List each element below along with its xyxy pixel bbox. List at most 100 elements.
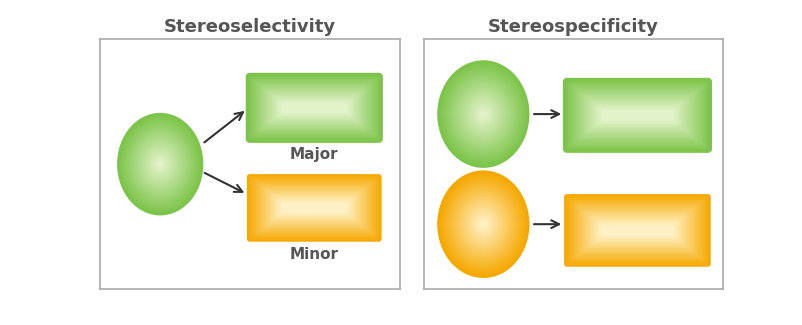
- Ellipse shape: [480, 221, 486, 228]
- Ellipse shape: [480, 111, 486, 118]
- FancyBboxPatch shape: [569, 84, 704, 147]
- Ellipse shape: [459, 196, 507, 252]
- FancyBboxPatch shape: [577, 90, 696, 140]
- Ellipse shape: [153, 156, 167, 173]
- FancyBboxPatch shape: [593, 103, 681, 127]
- FancyBboxPatch shape: [252, 179, 376, 237]
- Ellipse shape: [472, 212, 493, 237]
- Ellipse shape: [135, 134, 185, 194]
- FancyBboxPatch shape: [263, 87, 365, 128]
- Ellipse shape: [450, 75, 516, 153]
- Ellipse shape: [472, 102, 493, 126]
- FancyBboxPatch shape: [256, 182, 372, 234]
- FancyBboxPatch shape: [270, 194, 358, 222]
- Ellipse shape: [159, 162, 161, 166]
- Ellipse shape: [139, 139, 181, 189]
- Ellipse shape: [148, 149, 172, 179]
- Ellipse shape: [465, 203, 500, 245]
- Ellipse shape: [464, 202, 502, 247]
- Ellipse shape: [447, 182, 519, 266]
- Ellipse shape: [468, 97, 498, 132]
- Ellipse shape: [438, 172, 528, 277]
- Ellipse shape: [464, 91, 502, 137]
- FancyBboxPatch shape: [564, 194, 710, 267]
- FancyBboxPatch shape: [583, 210, 691, 251]
- Ellipse shape: [445, 70, 520, 158]
- Ellipse shape: [478, 109, 488, 119]
- FancyBboxPatch shape: [272, 95, 356, 121]
- FancyBboxPatch shape: [571, 85, 702, 145]
- Ellipse shape: [152, 154, 168, 174]
- Ellipse shape: [456, 83, 509, 146]
- Ellipse shape: [481, 112, 484, 116]
- Ellipse shape: [443, 177, 523, 271]
- Ellipse shape: [448, 184, 517, 265]
- FancyBboxPatch shape: [581, 94, 692, 137]
- FancyBboxPatch shape: [586, 214, 687, 247]
- FancyBboxPatch shape: [281, 203, 347, 213]
- Ellipse shape: [453, 189, 512, 259]
- FancyBboxPatch shape: [266, 91, 362, 125]
- FancyBboxPatch shape: [564, 79, 710, 151]
- Ellipse shape: [119, 116, 200, 213]
- Ellipse shape: [466, 95, 499, 133]
- Ellipse shape: [455, 191, 511, 257]
- FancyBboxPatch shape: [261, 186, 367, 230]
- FancyBboxPatch shape: [268, 192, 359, 224]
- FancyBboxPatch shape: [593, 218, 681, 242]
- Ellipse shape: [142, 142, 178, 186]
- Ellipse shape: [460, 88, 505, 140]
- FancyBboxPatch shape: [261, 86, 367, 130]
- Ellipse shape: [149, 151, 171, 177]
- Ellipse shape: [136, 136, 184, 192]
- FancyBboxPatch shape: [594, 220, 678, 241]
- Ellipse shape: [438, 61, 528, 167]
- FancyBboxPatch shape: [585, 212, 689, 249]
- Ellipse shape: [155, 157, 165, 171]
- Ellipse shape: [118, 114, 202, 214]
- Ellipse shape: [144, 144, 176, 184]
- Ellipse shape: [456, 193, 509, 256]
- Ellipse shape: [469, 98, 496, 130]
- Ellipse shape: [452, 77, 514, 151]
- Ellipse shape: [150, 152, 170, 176]
- Ellipse shape: [123, 119, 197, 209]
- FancyBboxPatch shape: [600, 225, 673, 236]
- FancyBboxPatch shape: [590, 217, 683, 244]
- FancyBboxPatch shape: [281, 103, 347, 113]
- FancyBboxPatch shape: [567, 197, 706, 264]
- FancyBboxPatch shape: [575, 89, 699, 142]
- Ellipse shape: [140, 141, 180, 188]
- Ellipse shape: [466, 205, 499, 243]
- FancyBboxPatch shape: [257, 83, 371, 133]
- FancyBboxPatch shape: [259, 84, 369, 131]
- Ellipse shape: [146, 148, 174, 181]
- FancyBboxPatch shape: [254, 180, 374, 236]
- FancyBboxPatch shape: [567, 82, 706, 149]
- FancyBboxPatch shape: [573, 87, 700, 144]
- FancyBboxPatch shape: [590, 102, 683, 129]
- Ellipse shape: [460, 198, 505, 251]
- FancyBboxPatch shape: [583, 95, 691, 136]
- FancyBboxPatch shape: [598, 108, 675, 123]
- Ellipse shape: [476, 217, 488, 231]
- FancyBboxPatch shape: [249, 75, 379, 140]
- Ellipse shape: [476, 215, 490, 233]
- FancyBboxPatch shape: [597, 222, 677, 239]
- FancyBboxPatch shape: [277, 99, 350, 116]
- FancyBboxPatch shape: [268, 92, 359, 124]
- Ellipse shape: [481, 222, 484, 226]
- FancyBboxPatch shape: [589, 215, 685, 246]
- Ellipse shape: [455, 81, 511, 147]
- FancyBboxPatch shape: [577, 205, 696, 255]
- FancyBboxPatch shape: [256, 82, 372, 134]
- Ellipse shape: [471, 100, 495, 128]
- Ellipse shape: [144, 146, 176, 182]
- Ellipse shape: [157, 161, 163, 167]
- FancyBboxPatch shape: [579, 207, 695, 254]
- Ellipse shape: [476, 105, 490, 123]
- Ellipse shape: [444, 179, 521, 270]
- FancyBboxPatch shape: [249, 176, 379, 240]
- Ellipse shape: [124, 121, 196, 207]
- FancyBboxPatch shape: [589, 100, 685, 131]
